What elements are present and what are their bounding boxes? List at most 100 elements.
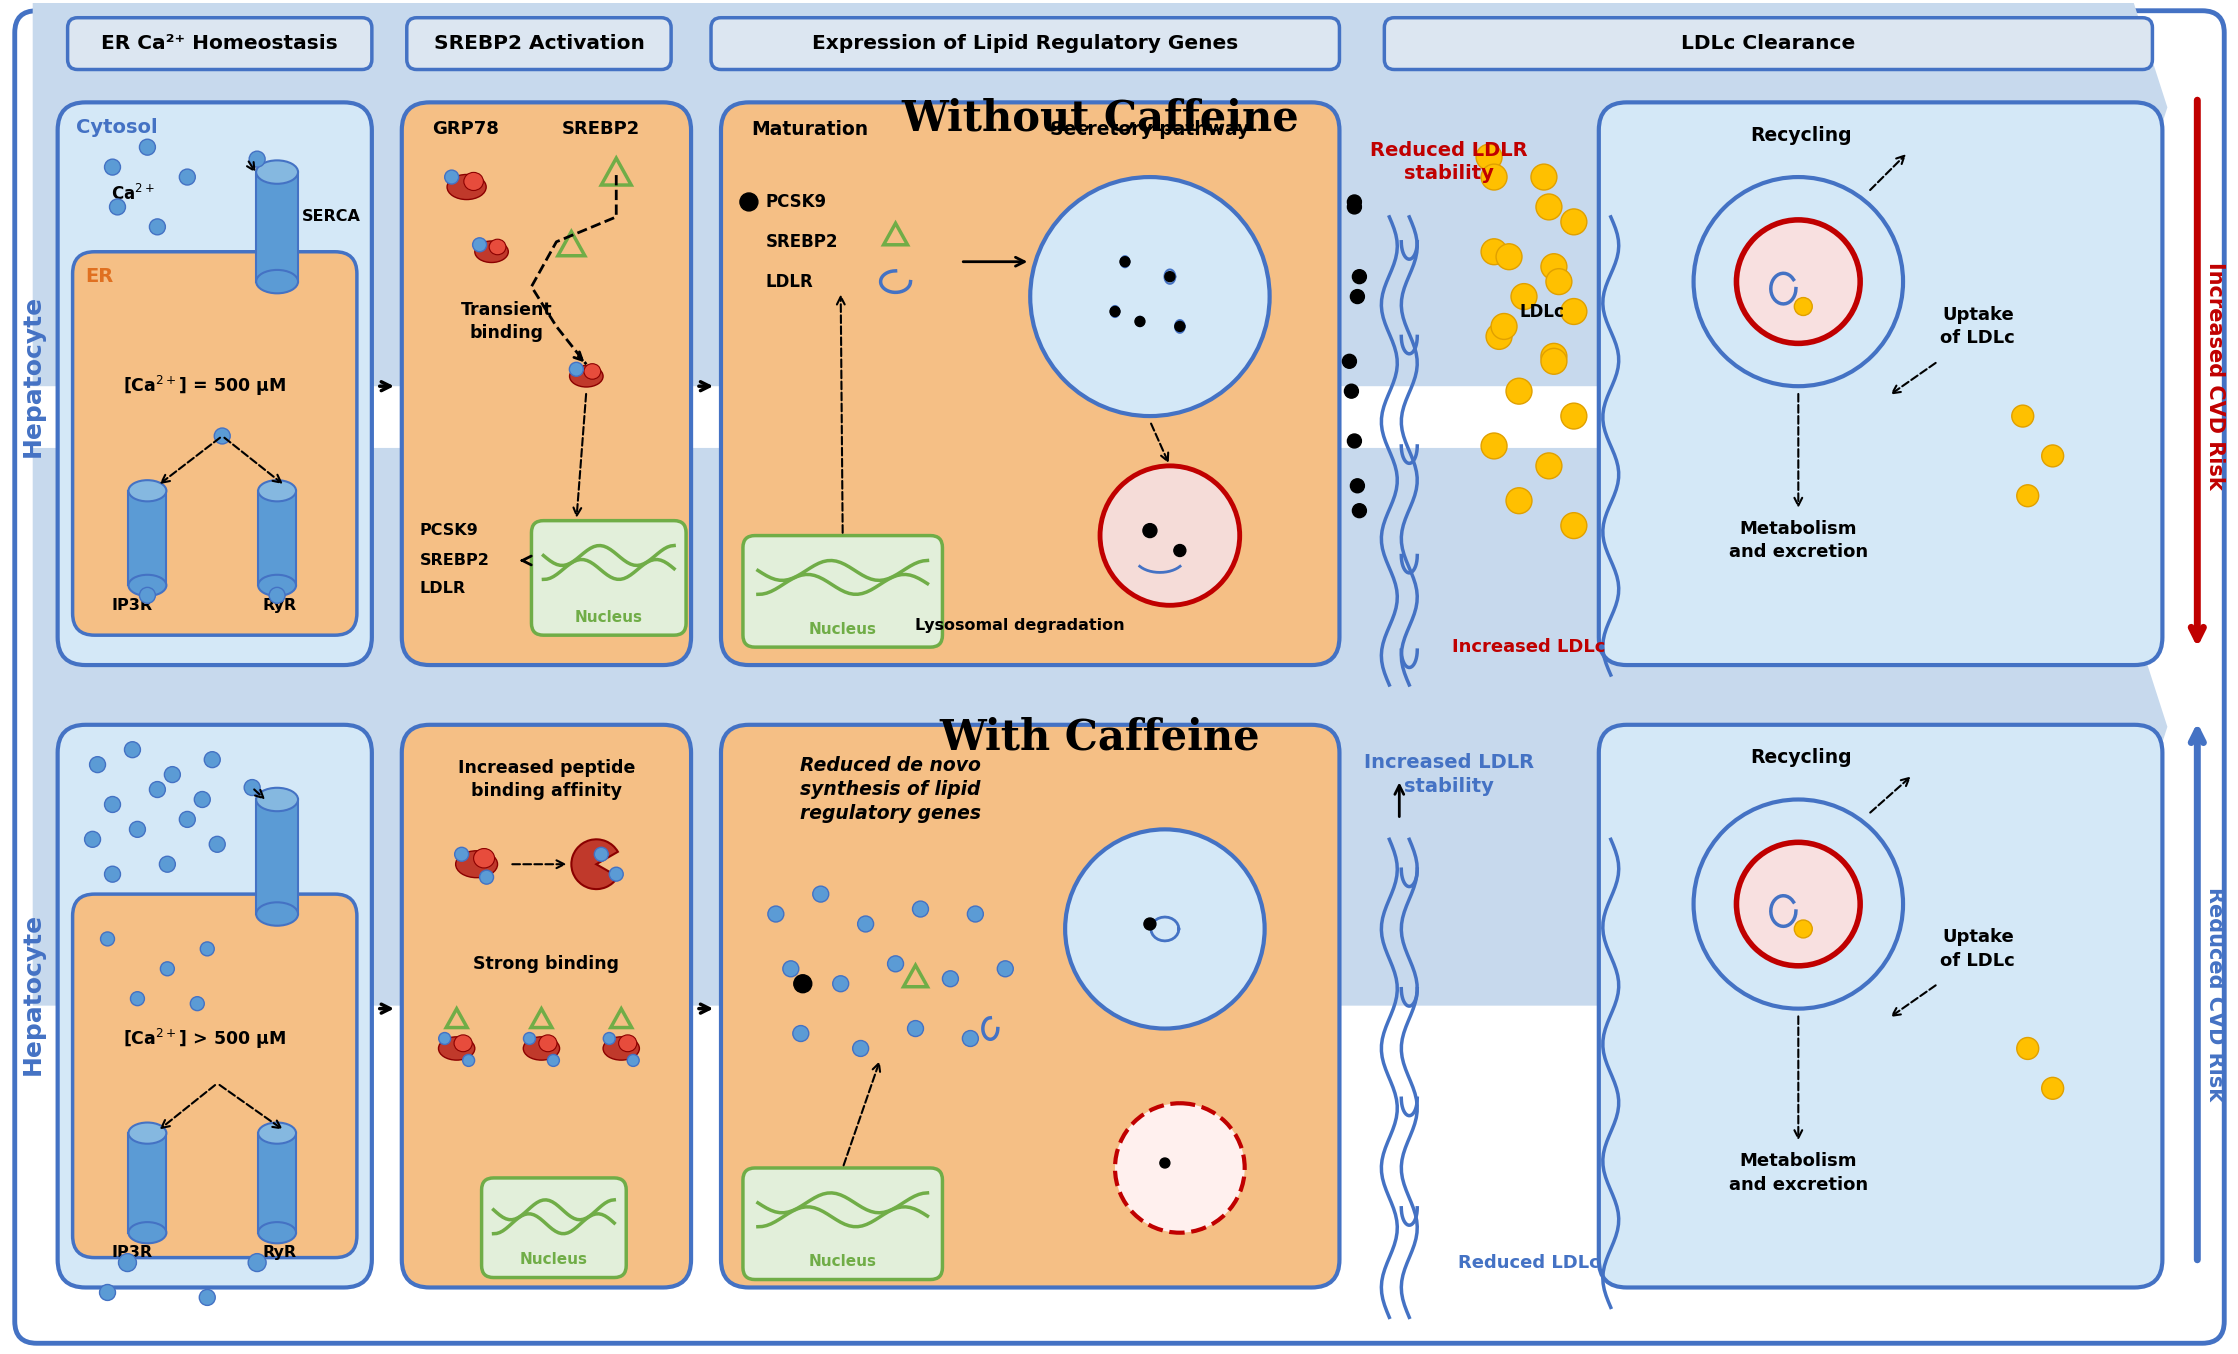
Text: Ca$^{2+}$: Ca$^{2+}$ <box>110 184 154 204</box>
Ellipse shape <box>128 1223 166 1243</box>
Ellipse shape <box>257 481 295 501</box>
FancyBboxPatch shape <box>58 103 372 665</box>
Circle shape <box>445 171 459 184</box>
Circle shape <box>888 956 904 972</box>
Circle shape <box>130 991 145 1006</box>
Circle shape <box>2041 1078 2063 1099</box>
Circle shape <box>1175 544 1186 556</box>
Circle shape <box>125 742 141 758</box>
Circle shape <box>1546 268 1571 295</box>
Circle shape <box>741 194 759 211</box>
Circle shape <box>2016 485 2039 506</box>
Circle shape <box>1101 466 1240 605</box>
Text: SREBP2: SREBP2 <box>562 121 640 138</box>
Circle shape <box>1694 177 1902 386</box>
Bar <box>257 1133 295 1232</box>
Text: PCSK9: PCSK9 <box>765 194 828 211</box>
Circle shape <box>1352 269 1367 283</box>
Ellipse shape <box>257 1122 295 1144</box>
Circle shape <box>548 1055 560 1067</box>
Ellipse shape <box>128 481 166 501</box>
Circle shape <box>1345 385 1358 398</box>
FancyBboxPatch shape <box>721 724 1341 1288</box>
Circle shape <box>472 238 486 252</box>
Circle shape <box>161 961 175 976</box>
Circle shape <box>1531 164 1558 190</box>
Circle shape <box>1694 799 1902 1009</box>
Text: LDLc Clearance: LDLc Clearance <box>1681 34 1855 53</box>
Circle shape <box>1115 1104 1244 1232</box>
Text: Reduced LDLR
stability: Reduced LDLR stability <box>1370 141 1529 183</box>
Ellipse shape <box>257 1223 295 1243</box>
Circle shape <box>1535 454 1562 479</box>
Circle shape <box>1350 479 1365 493</box>
Circle shape <box>792 1025 808 1041</box>
Circle shape <box>1144 524 1157 538</box>
Ellipse shape <box>602 1037 640 1060</box>
Circle shape <box>139 139 154 156</box>
Circle shape <box>1560 513 1587 539</box>
Circle shape <box>1347 435 1361 448</box>
Circle shape <box>1110 306 1119 317</box>
Circle shape <box>1560 403 1587 429</box>
Ellipse shape <box>255 788 298 811</box>
Circle shape <box>1477 144 1502 171</box>
Circle shape <box>105 160 121 175</box>
FancyBboxPatch shape <box>1598 724 2162 1288</box>
Circle shape <box>130 822 145 837</box>
Text: Reduced LDLc: Reduced LDLc <box>1459 1254 1600 1271</box>
Circle shape <box>998 961 1014 976</box>
Circle shape <box>1135 317 1146 326</box>
Circle shape <box>119 1254 137 1271</box>
Text: IP3R: IP3R <box>112 598 152 613</box>
FancyBboxPatch shape <box>16 11 2225 1343</box>
Ellipse shape <box>474 241 508 263</box>
Circle shape <box>1560 209 1587 234</box>
Circle shape <box>1144 918 1155 930</box>
Text: Metabolism
and excretion: Metabolism and excretion <box>1728 1152 1869 1194</box>
FancyBboxPatch shape <box>67 18 372 69</box>
Circle shape <box>1347 200 1361 214</box>
Ellipse shape <box>524 1037 560 1060</box>
Circle shape <box>479 871 495 884</box>
Text: GRP78: GRP78 <box>432 121 499 138</box>
Circle shape <box>812 886 828 902</box>
Circle shape <box>524 1033 535 1044</box>
Circle shape <box>913 900 929 917</box>
Ellipse shape <box>568 366 602 387</box>
FancyBboxPatch shape <box>72 894 356 1258</box>
FancyBboxPatch shape <box>712 18 1341 69</box>
Circle shape <box>248 152 264 167</box>
Circle shape <box>85 831 101 848</box>
Circle shape <box>199 1289 215 1305</box>
Circle shape <box>101 932 114 946</box>
Text: Nucleus: Nucleus <box>519 1252 589 1267</box>
Circle shape <box>179 811 195 827</box>
Ellipse shape <box>255 269 298 294</box>
Ellipse shape <box>255 902 298 926</box>
Circle shape <box>439 1033 450 1044</box>
Circle shape <box>1542 253 1567 280</box>
Circle shape <box>1542 348 1567 374</box>
Circle shape <box>2041 445 2063 467</box>
Circle shape <box>942 971 958 987</box>
Circle shape <box>1495 244 1522 269</box>
Circle shape <box>1350 290 1365 303</box>
Text: Without Caffeine: Without Caffeine <box>902 97 1298 139</box>
FancyBboxPatch shape <box>721 103 1341 665</box>
Text: Recycling: Recycling <box>1750 126 1851 145</box>
FancyArrow shape <box>34 448 2166 1006</box>
Ellipse shape <box>474 849 495 868</box>
Circle shape <box>604 1033 615 1044</box>
Circle shape <box>1482 164 1506 190</box>
FancyBboxPatch shape <box>530 521 687 635</box>
Circle shape <box>783 961 799 976</box>
Text: Strong binding: Strong binding <box>474 955 620 972</box>
Text: ER Ca²⁺ Homeostasis: ER Ca²⁺ Homeostasis <box>101 34 338 53</box>
Circle shape <box>1166 272 1175 282</box>
Circle shape <box>105 796 121 812</box>
Text: Transient
binding: Transient binding <box>461 301 553 343</box>
Ellipse shape <box>454 1034 472 1052</box>
Circle shape <box>163 766 181 783</box>
Circle shape <box>962 1030 978 1047</box>
